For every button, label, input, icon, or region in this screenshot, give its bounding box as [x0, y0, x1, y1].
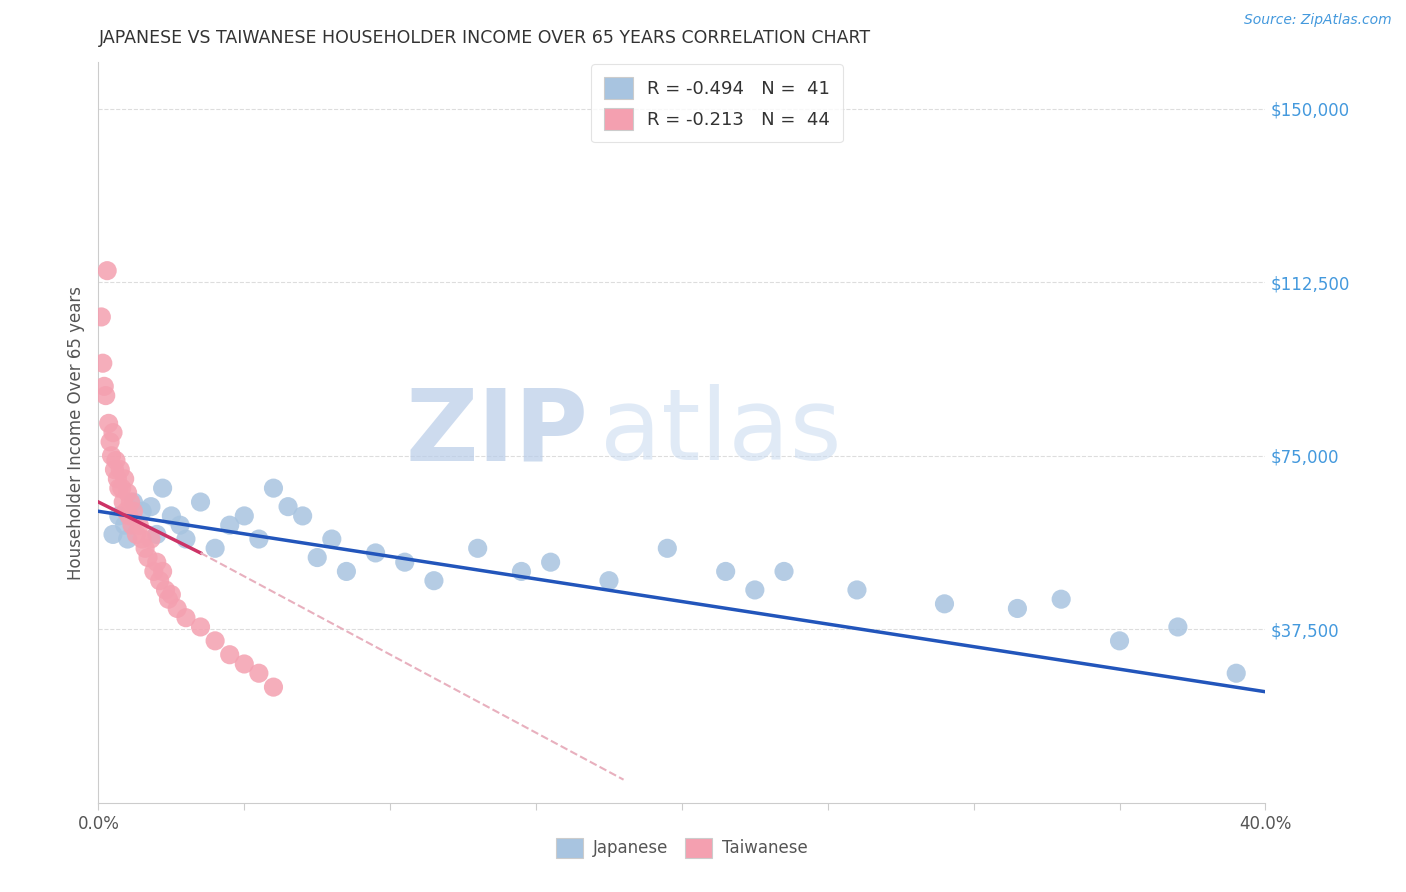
Point — [540, 555, 562, 569]
Point — [204, 633, 226, 648]
Point — [204, 541, 226, 556]
Point — [122, 495, 145, 509]
Point — [160, 588, 183, 602]
Point — [166, 601, 188, 615]
Point — [335, 565, 357, 579]
Point — [122, 504, 145, 518]
Point — [1167, 620, 1189, 634]
Point — [97, 417, 120, 431]
Point — [934, 597, 956, 611]
Point — [657, 541, 679, 556]
Point — [174, 532, 197, 546]
Point — [142, 565, 165, 579]
Point — [321, 532, 343, 546]
Point — [112, 495, 135, 509]
Point — [131, 504, 153, 518]
Point — [1225, 666, 1247, 681]
Point — [247, 666, 270, 681]
Point — [105, 472, 128, 486]
Point — [598, 574, 620, 588]
Point — [169, 518, 191, 533]
Point — [121, 518, 143, 533]
Point — [157, 592, 180, 607]
Point — [846, 582, 869, 597]
Y-axis label: Householder Income Over 65 years: Householder Income Over 65 years — [66, 285, 84, 580]
Point — [118, 508, 141, 523]
Point — [364, 546, 387, 560]
Point — [1007, 601, 1029, 615]
Point — [117, 532, 139, 546]
Point — [277, 500, 299, 514]
Point — [115, 504, 138, 518]
Point — [394, 555, 416, 569]
Point — [114, 472, 136, 486]
Point — [744, 582, 766, 597]
Point — [423, 574, 446, 588]
Point — [108, 481, 131, 495]
Point — [152, 565, 174, 579]
Point — [307, 550, 329, 565]
Point — [467, 541, 489, 556]
Text: Source: ZipAtlas.com: Source: ZipAtlas.com — [1244, 13, 1392, 28]
Point — [128, 518, 150, 533]
Point — [160, 508, 183, 523]
Point — [125, 527, 148, 541]
Point — [108, 508, 131, 523]
Point — [149, 574, 172, 588]
Point — [131, 532, 153, 546]
Point — [190, 620, 212, 634]
Point — [190, 495, 212, 509]
Point — [263, 680, 285, 694]
Text: atlas: atlas — [600, 384, 842, 481]
Point — [139, 500, 162, 514]
Point — [152, 481, 174, 495]
Point — [233, 657, 256, 671]
Point — [101, 527, 124, 541]
Point — [510, 565, 533, 579]
Text: ZIP: ZIP — [406, 384, 589, 481]
Point — [101, 425, 124, 440]
Point — [93, 379, 115, 393]
Point — [100, 449, 122, 463]
Point — [773, 565, 796, 579]
Point — [1050, 592, 1073, 607]
Point — [91, 356, 114, 370]
Point — [218, 648, 240, 662]
Point — [114, 518, 136, 533]
Point — [136, 550, 159, 565]
Point — [104, 453, 127, 467]
Point — [103, 462, 125, 476]
Point — [146, 527, 169, 541]
Legend: Japanese, Taiwanese: Japanese, Taiwanese — [550, 831, 814, 865]
Point — [291, 508, 314, 523]
Point — [263, 481, 285, 495]
Point — [110, 462, 132, 476]
Point — [90, 310, 112, 324]
Point — [247, 532, 270, 546]
Point — [714, 565, 737, 579]
Point — [1108, 633, 1130, 648]
Point — [233, 508, 256, 523]
Point — [117, 485, 139, 500]
Point — [98, 434, 121, 449]
Point — [134, 541, 156, 556]
Point — [155, 582, 177, 597]
Point — [146, 555, 169, 569]
Point — [174, 610, 197, 624]
Point — [94, 388, 117, 402]
Point — [139, 532, 162, 546]
Point — [96, 263, 118, 277]
Text: JAPANESE VS TAIWANESE HOUSEHOLDER INCOME OVER 65 YEARS CORRELATION CHART: JAPANESE VS TAIWANESE HOUSEHOLDER INCOME… — [98, 29, 870, 47]
Point — [111, 481, 134, 495]
Point — [218, 518, 240, 533]
Point — [120, 495, 142, 509]
